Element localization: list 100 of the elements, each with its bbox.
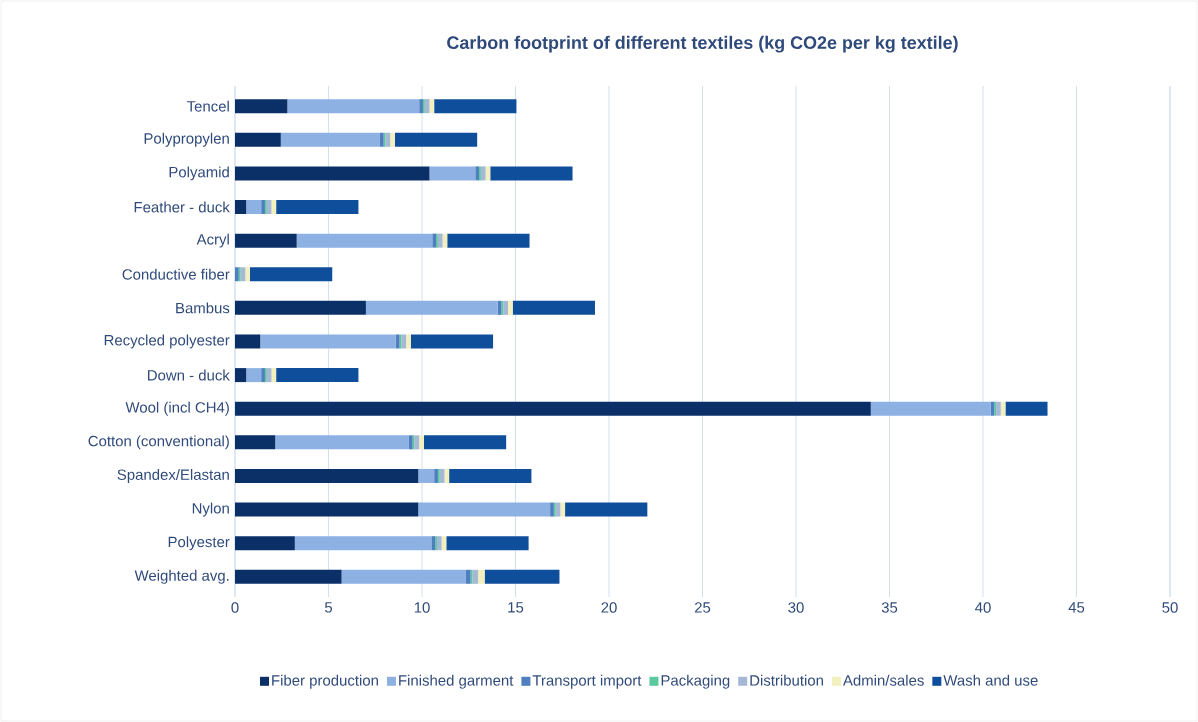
bar <box>410 334 494 349</box>
bar <box>235 99 288 114</box>
bar <box>429 166 476 181</box>
y-tick-label: Bambus <box>176 302 230 314</box>
bar <box>419 435 424 450</box>
bar <box>465 569 471 584</box>
bar <box>512 300 595 315</box>
bar <box>276 368 359 383</box>
x-tick-label: 50 <box>1162 602 1178 613</box>
bar <box>341 569 466 584</box>
bar <box>245 267 250 282</box>
bar <box>478 569 485 584</box>
bar <box>475 166 480 181</box>
y-tick-label: Cotton (conventional) <box>88 435 229 450</box>
bar <box>503 300 509 315</box>
x-tick-label: 45 <box>1068 602 1085 613</box>
bar <box>418 502 551 517</box>
y-tick-label: Down - duck <box>147 369 230 381</box>
legend-label: Packaging <box>661 674 730 689</box>
bar <box>235 435 276 450</box>
x-tick-label: 40 <box>975 602 991 613</box>
y-tick-label: Acryl <box>196 233 229 248</box>
x-tick-label: 5 <box>324 602 333 613</box>
bar <box>235 200 247 215</box>
y-tick-label: Weighted avg. <box>134 569 229 584</box>
bar <box>996 401 1001 416</box>
y-tick-label: Tencel <box>186 100 229 112</box>
bar <box>235 468 419 483</box>
y-tick-label: Wool (incl CH4) <box>125 401 229 416</box>
bar <box>565 502 648 517</box>
bar <box>235 569 342 584</box>
bar <box>449 468 532 483</box>
bar <box>437 233 443 248</box>
y-tick-label: Feather - duck <box>134 201 230 213</box>
bar <box>406 334 411 349</box>
bar <box>287 99 420 114</box>
bar <box>447 233 530 248</box>
x-tick-label: 0 <box>231 602 239 613</box>
bar <box>246 200 262 215</box>
legend-label: Wash and use <box>943 674 1038 686</box>
bar <box>508 300 513 315</box>
x-tick-label: 30 <box>788 602 804 613</box>
y-tick-label: Recycled polyester <box>104 334 230 349</box>
bar <box>235 166 430 181</box>
bar <box>235 334 261 349</box>
bar <box>271 368 277 383</box>
bar <box>296 233 433 248</box>
bar <box>432 233 437 248</box>
bar <box>294 536 432 551</box>
bar <box>260 334 396 349</box>
legend-label: Fiber production <box>272 674 378 689</box>
bar <box>990 401 995 416</box>
x-tick-label: 20 <box>601 602 617 613</box>
bar <box>280 132 380 147</box>
bar <box>379 132 384 147</box>
bar <box>560 502 566 517</box>
bar <box>446 536 529 551</box>
bar <box>870 401 991 416</box>
bar <box>235 401 871 416</box>
x-tick-label: 10 <box>414 602 430 613</box>
bar <box>394 132 478 147</box>
y-tick-label: Polypropylen <box>144 132 229 147</box>
bar <box>235 502 419 517</box>
bar <box>365 300 498 315</box>
bar <box>436 536 442 551</box>
bar <box>418 468 435 483</box>
legend-label: Transport import <box>532 674 642 689</box>
bar <box>235 536 295 551</box>
bar <box>1005 401 1048 416</box>
bar <box>271 200 277 215</box>
bar <box>423 435 507 450</box>
bar <box>480 166 486 181</box>
x-tick-label: 25 <box>694 602 711 613</box>
legend-label: Distribution <box>750 674 823 686</box>
chart-title: Carbon footprint of different textiles (kg CO2e per kg textile) <box>447 35 958 53</box>
y-tick-label: Conductive fiber <box>122 268 230 280</box>
bar <box>275 435 409 450</box>
x-tick-label: 15 <box>508 602 524 613</box>
legend-label: Finished garment <box>399 674 514 689</box>
y-tick-label: Spandex/Elastan <box>117 468 229 483</box>
bar <box>429 99 435 114</box>
bar <box>235 132 281 147</box>
bar <box>249 267 333 282</box>
bar <box>490 166 573 181</box>
bar <box>444 468 450 483</box>
bar <box>235 368 247 383</box>
bar <box>484 569 560 584</box>
x-tick-label: 35 <box>881 602 898 613</box>
bar <box>390 132 395 147</box>
bar <box>246 368 262 383</box>
bar <box>235 300 366 315</box>
bar <box>235 233 297 248</box>
y-tick-label: Polyamid <box>169 166 229 181</box>
bar <box>472 569 479 584</box>
bar <box>401 334 407 349</box>
legend-label: Admin/sales <box>842 674 924 686</box>
bar <box>276 200 359 215</box>
bar <box>395 334 400 349</box>
bar <box>434 99 517 114</box>
y-tick-label: Nylon <box>192 502 229 517</box>
